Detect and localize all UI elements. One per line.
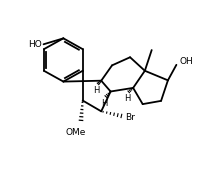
Text: H: H — [124, 94, 130, 103]
Text: Br: Br — [125, 113, 135, 122]
Text: H: H — [101, 99, 107, 108]
Text: HO: HO — [28, 40, 42, 49]
Text: H: H — [93, 86, 99, 95]
Text: OMe: OMe — [66, 128, 86, 137]
Text: OH: OH — [179, 57, 193, 66]
